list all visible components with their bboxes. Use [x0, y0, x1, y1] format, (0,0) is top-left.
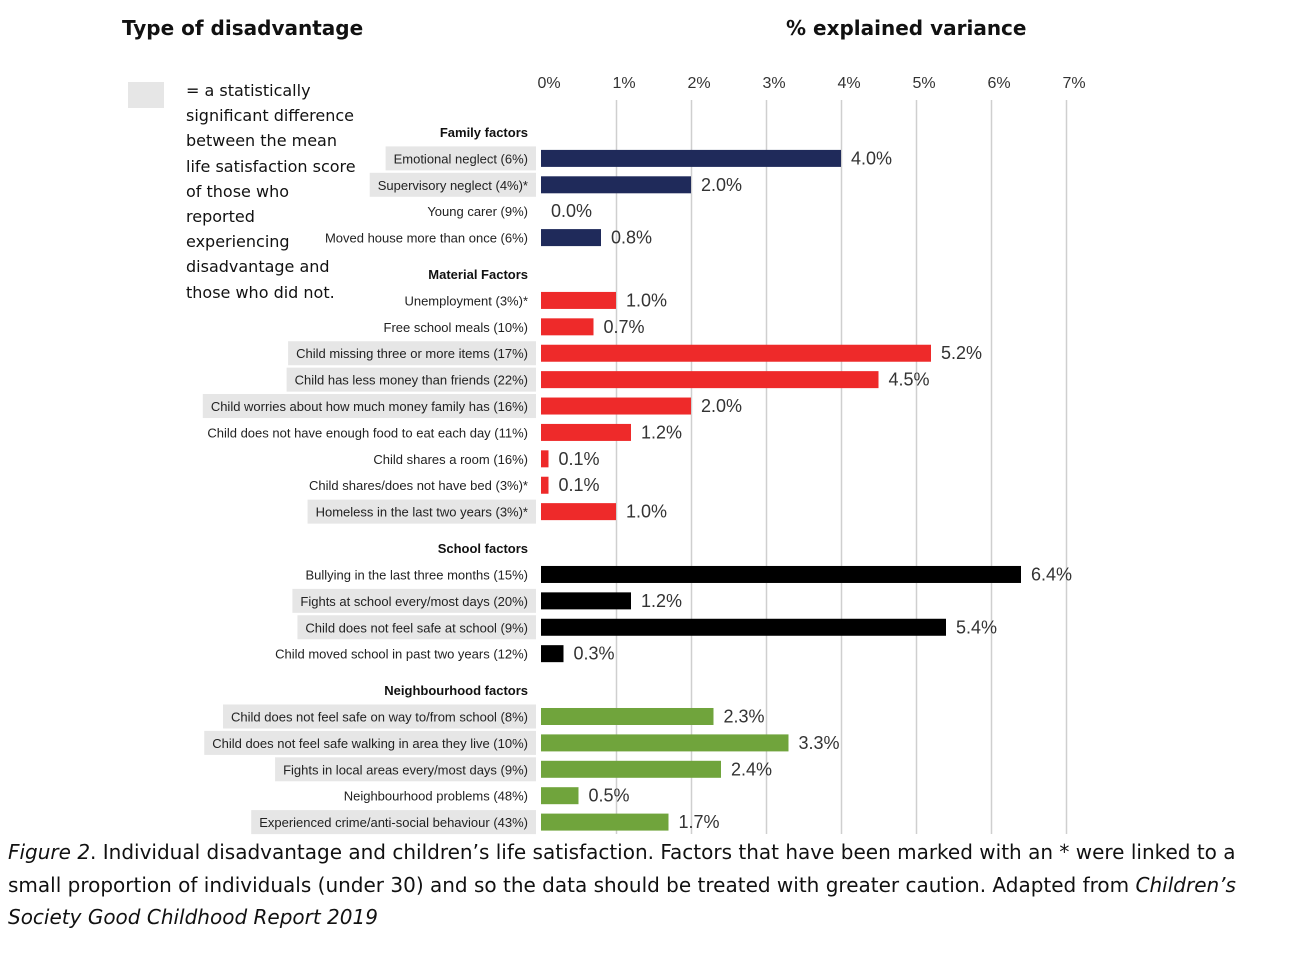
bar — [541, 229, 601, 247]
data-label: 5.4% — [956, 617, 997, 637]
explained-variance-heading: % explained variance — [786, 16, 1027, 40]
data-label: 0.0% — [551, 201, 592, 221]
category-label: Young carer (9%) — [427, 204, 528, 219]
data-label: 0.7% — [604, 317, 645, 337]
bar — [541, 813, 669, 831]
significance-highlight — [369, 172, 536, 197]
category-label: Fights at school every/most days (20%) — [300, 594, 528, 609]
data-label: 2.0% — [701, 175, 742, 195]
category-label: Free school meals (10%) — [384, 320, 529, 335]
significance-highlight — [286, 367, 536, 392]
data-label: 0.8% — [611, 228, 652, 248]
bar — [541, 149, 841, 167]
x-tick-label: 1% — [612, 75, 635, 92]
category-label: Child does not feel safe at school (9%) — [305, 620, 528, 635]
category-label: Child has less money than friends (22%) — [295, 373, 528, 388]
data-label: 4.0% — [851, 148, 892, 168]
data-label: 2.4% — [731, 759, 772, 779]
bar — [541, 397, 691, 415]
bar — [541, 176, 691, 194]
bar — [541, 707, 714, 725]
category-label: Child shares a room (16%) — [373, 452, 528, 467]
data-label: 0.3% — [574, 644, 615, 664]
category-label: Unemployment (3%)* — [404, 293, 528, 308]
significance-highlight — [292, 588, 536, 613]
data-label: 4.5% — [889, 370, 930, 390]
caption-source: Children’s Society Good Childhood Report… — [8, 872, 1236, 930]
x-tick-label: 0% — [537, 75, 560, 92]
legend-text: = a statistically significant difference… — [186, 81, 356, 302]
significance-highlight — [288, 341, 536, 366]
significance-highlight — [251, 810, 536, 835]
category-label: Child missing three or more items (17%) — [296, 346, 528, 361]
data-label: 1.2% — [641, 591, 682, 611]
category-label: Emotional neglect (6%) — [394, 151, 528, 166]
legend-swatch — [128, 82, 164, 108]
group-label: School factors — [438, 541, 528, 556]
category-label: Child worries about how much money famil… — [211, 399, 528, 414]
category-label: Homeless in the last two years (3%)* — [316, 505, 528, 520]
category-label: Child moved school in past two years (12… — [275, 647, 528, 662]
data-label: 3.3% — [799, 733, 840, 753]
bar — [541, 291, 616, 309]
x-tick-label: 6% — [987, 75, 1010, 92]
data-label: 1.7% — [679, 812, 720, 832]
bar — [541, 476, 549, 494]
bar — [541, 423, 631, 441]
significance-highlight — [204, 730, 536, 755]
data-label: 2.3% — [724, 706, 765, 726]
bar — [541, 734, 789, 752]
bar — [541, 760, 721, 778]
bar — [541, 787, 579, 805]
significance-highlight — [202, 394, 536, 419]
category-label: Supervisory neglect (4%)* — [378, 178, 528, 193]
category-label: Child does not feel safe walking in area… — [212, 736, 528, 751]
category-label: Experienced crime/anti-social behaviour … — [259, 815, 528, 830]
x-tick-label: 5% — [912, 75, 935, 92]
x-tick-label: 2% — [687, 75, 710, 92]
category-label: Child shares/does not have bed (3%)* — [309, 478, 528, 493]
figure-caption: Figure 2. Individual disadvantage and ch… — [8, 836, 1288, 934]
bar — [541, 592, 631, 610]
category-label: Moved house more than once (6%) — [325, 231, 528, 246]
group-label: Material Factors — [428, 267, 528, 282]
bar-chart: 0% 1% 2% 3% 4% 5% 6% 7% Family factors Emotional … — [202, 75, 1086, 835]
data-label: 1.0% — [626, 502, 667, 522]
category-label: Bullying in the last three months (15%) — [305, 567, 528, 582]
data-label: 1.0% — [626, 290, 667, 310]
caption-text: . Individual disadvantage and children’s… — [8, 840, 1236, 897]
bar — [541, 371, 879, 389]
data-label: 2.0% — [701, 396, 742, 416]
x-tick-label: 3% — [762, 75, 785, 92]
type-of-disadvantage-heading: Type of disadvantage — [122, 16, 364, 40]
bar — [541, 618, 946, 636]
data-label: 0.1% — [559, 449, 600, 469]
bar — [541, 503, 616, 521]
data-label: 0.5% — [589, 786, 630, 806]
bar — [541, 344, 931, 362]
bar — [541, 565, 1021, 583]
significance-highlight — [385, 146, 536, 171]
significance-highlight — [275, 757, 536, 782]
category-label: Child does not feel safe on way to/from … — [231, 709, 528, 724]
category-label: Fights in local areas every/most days (9… — [283, 762, 528, 777]
data-label: 6.4% — [1031, 564, 1072, 584]
group-label: Neighbourhood factors — [384, 683, 528, 698]
data-label: 1.2% — [641, 422, 682, 442]
bar — [541, 318, 594, 336]
x-tick-label: 7% — [1062, 75, 1085, 92]
category-label: Child does not have enough food to eat e… — [207, 425, 528, 440]
category-label: Neighbourhood problems (48%) — [344, 789, 528, 804]
bar — [541, 645, 564, 663]
significance-highlight — [297, 615, 536, 640]
bar — [541, 450, 549, 468]
data-label: 0.1% — [559, 475, 600, 495]
significance-highlight — [307, 499, 536, 524]
x-tick-label: 4% — [837, 75, 860, 92]
group-label: Family factors — [440, 125, 528, 140]
figure-label: Figure 2 — [8, 840, 91, 864]
data-label: 5.2% — [941, 343, 982, 363]
significance-highlight — [223, 704, 536, 729]
